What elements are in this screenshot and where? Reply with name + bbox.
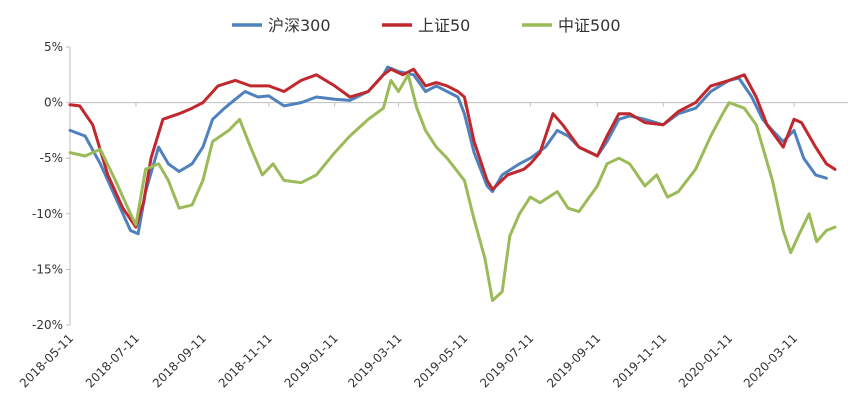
y-tick-label: -15% [32,262,63,276]
x-axis: 2018-05-11 2018-07-11 2018-09-11 2018-11-11… [17,102,848,390]
x-tick-label: 2019-03-11 [345,331,404,390]
y-tick-label: 5% [44,40,63,54]
x-tick-label: 2019-05-11 [411,331,470,390]
legend-label: 上证50 [418,16,470,35]
y-tick-label: -5% [40,151,63,165]
series-layer [68,65,837,302]
series-line-2 [68,73,837,302]
x-tick-label: 2020-01-11 [676,331,735,390]
x-tick-label: 2019-01-11 [282,331,341,390]
chart-legend: 沪深300 上证50 中证500 [232,16,621,35]
series-line-1 [68,67,837,229]
x-tick-label: 2020-03-11 [741,331,800,390]
y-tick-label: -10% [32,207,63,221]
x-tick-label: 2018-05-11 [17,331,76,390]
legend-item-0: 沪深300 [232,16,331,35]
legend-label: 沪深300 [268,16,331,35]
x-tick-label: 2019-09-11 [544,331,603,390]
y-tick-label: 0% [44,96,63,110]
legend-item-2: 中证500 [522,16,621,35]
x-tick-label: 2019-07-11 [477,331,536,390]
y-axis: 5% 0% -5% -10% -15% -20% [32,40,71,332]
legend-item-1: 上证50 [382,16,470,35]
x-tick-label: 2018-11-11 [216,331,275,390]
legend-label: 中证500 [558,16,621,35]
x-tick-label: 2018-09-11 [150,331,209,390]
series-line-0 [68,65,828,236]
y-tick-label: -20% [32,318,63,332]
x-tick-label: 2018-07-11 [83,331,142,390]
x-tick-label: 2019-11-11 [610,331,669,390]
